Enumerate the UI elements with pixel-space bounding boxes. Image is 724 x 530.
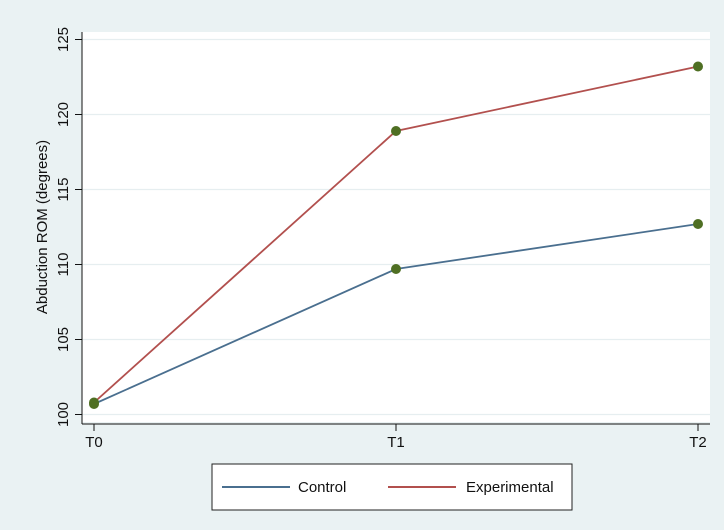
x-tick-label-T1: T1 [387,434,405,451]
x-tick-label-T2: T2 [689,434,707,451]
data-point-experimental-t1 [391,126,401,136]
y-tick-label-110: 110 [55,253,72,277]
plot-area [82,32,710,422]
y-tick-label-125: 125 [55,27,72,52]
y-tick-label-105: 105 [55,327,72,352]
data-point-experimental-t0 [89,397,99,408]
data-point-experimental-t2 [693,61,703,72]
legend-label-experimental: Experimental [466,479,554,496]
data-point-control-t1 [391,264,401,274]
axes: 100 105 110 115 120 125 T0 T1 T2 [55,27,710,451]
legend-label-control: Control [298,479,346,496]
y-tick-label-120: 120 [55,102,72,127]
y-tick-label-115: 115 [55,178,72,202]
data-point-control-t2 [693,219,703,229]
y-axis-title: Abduction ROM (degrees) [34,140,51,314]
data-markers [89,61,703,409]
x-tick-label-T0: T0 [85,434,103,451]
y-tick-label-100: 100 [55,402,72,427]
legend: Control Experimental [211,463,573,511]
